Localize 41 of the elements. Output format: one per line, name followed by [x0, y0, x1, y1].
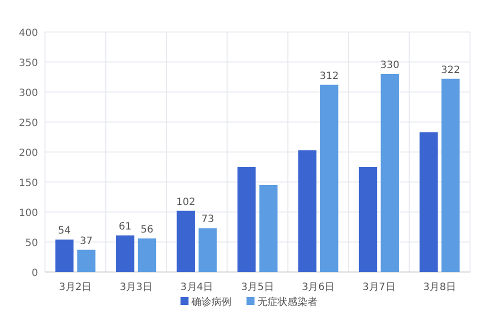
- bar: [237, 167, 256, 272]
- x-tick-label: 3月3日: [120, 282, 152, 293]
- data-label: 312: [320, 70, 339, 82]
- bar: [380, 74, 399, 272]
- legend-label: 无症状感染者: [258, 296, 318, 308]
- x-tick-label: 3月7日: [362, 282, 396, 293]
- x-tick-label: 3月6日: [302, 282, 335, 293]
- y-tick-label: 50: [25, 238, 38, 249]
- data-label: 73: [201, 214, 214, 226]
- bar: [77, 250, 96, 272]
- bar: [320, 84, 338, 272]
- bar: [138, 238, 156, 272]
- y-tick-label: 200: [18, 148, 38, 159]
- bar: [116, 235, 134, 272]
- x-tick-label: 3月2日: [58, 282, 92, 293]
- bar: [420, 132, 438, 272]
- bar: [298, 150, 316, 272]
- y-tick-label: 300: [18, 88, 38, 99]
- data-label: 61: [118, 221, 132, 232]
- y-tick-label: 350: [18, 58, 38, 69]
- x-tick-label: 3月4日: [180, 282, 214, 293]
- data-label: 330: [380, 60, 400, 71]
- y-tick-label: 100: [18, 208, 38, 219]
- data-label: 56: [140, 224, 154, 236]
- legend-label: 确诊病例: [190, 296, 232, 308]
- bar: [176, 210, 195, 272]
- data-label: 102: [176, 196, 196, 208]
- y-tick-label: 150: [18, 178, 38, 189]
- y-tick-label: 250: [18, 118, 38, 129]
- data-label: 37: [80, 236, 93, 247]
- bar: [441, 78, 460, 272]
- y-tick-label: 400: [18, 28, 38, 39]
- bar: [55, 240, 74, 272]
- data-label: 54: [58, 226, 71, 237]
- y-tick-label: 0: [32, 268, 38, 279]
- bar: [358, 167, 378, 272]
- bar: [198, 228, 217, 272]
- bar: [259, 185, 278, 272]
- x-tick-label: 3月5日: [241, 282, 274, 293]
- data-label: 322: [441, 64, 460, 76]
- x-tick-label: 3月8日: [423, 282, 456, 293]
